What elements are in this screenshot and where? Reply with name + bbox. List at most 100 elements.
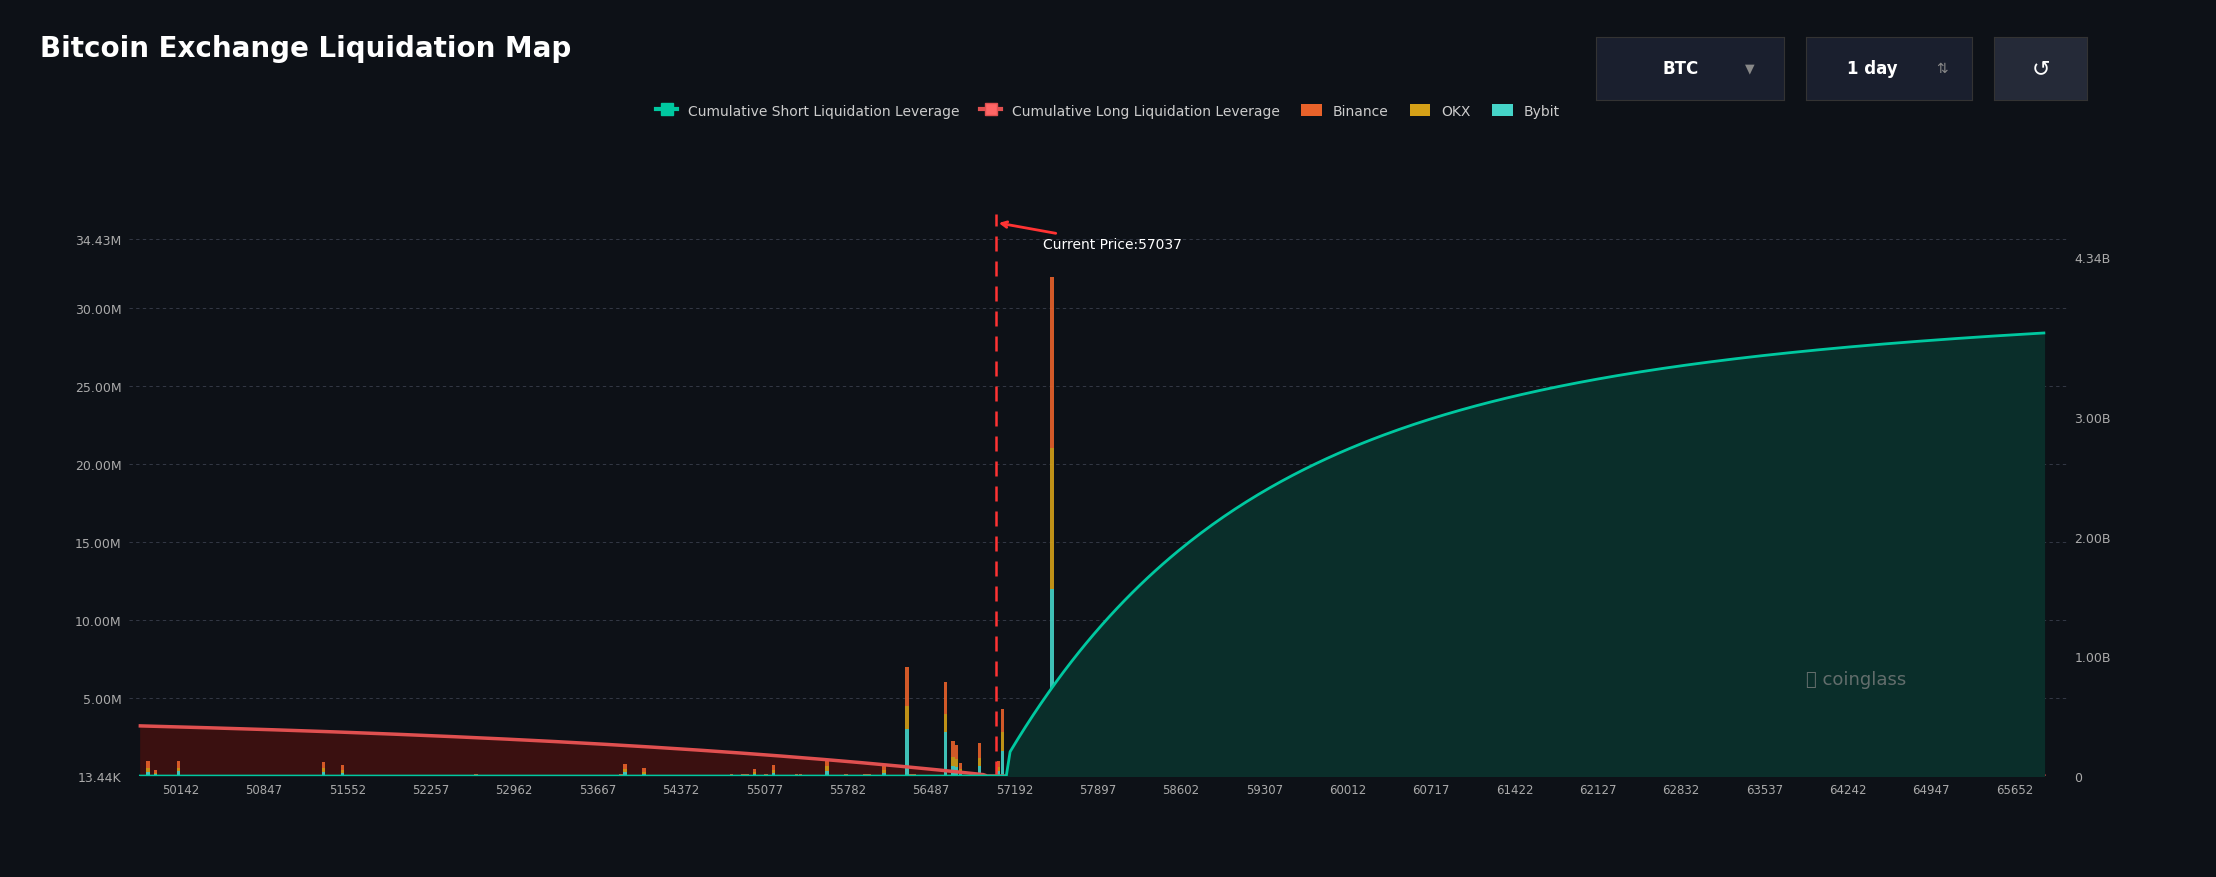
Bar	[1859, 773, 1861, 774]
Bar	[1104, 767, 1108, 771]
Bar	[2017, 769, 2019, 772]
Bar	[955, 745, 957, 759]
Legend: Cumulative Short Liquidation Leverage, Cumulative Long Liquidation Leverage, Bin: Cumulative Short Liquidation Leverage, C…	[652, 99, 1564, 125]
Bar	[1775, 772, 1779, 774]
Bar	[1252, 773, 1256, 774]
Bar	[1549, 753, 1553, 776]
Bar	[1802, 773, 1806, 774]
Bar	[1219, 772, 1221, 774]
Bar	[321, 772, 326, 776]
Bar	[1600, 775, 1602, 776]
Bar	[1755, 766, 1760, 769]
Bar	[1782, 774, 1786, 776]
Bar	[1844, 771, 1848, 774]
Bar	[1892, 772, 1897, 776]
Bar	[2019, 770, 2023, 776]
Bar	[1604, 772, 1607, 774]
Bar	[1881, 771, 1886, 774]
Bar	[1966, 768, 1970, 776]
Bar	[1208, 686, 1210, 717]
Bar	[1596, 714, 1600, 776]
Bar	[1237, 769, 1241, 772]
Bar	[643, 772, 645, 774]
Bar	[1646, 762, 1649, 766]
Bar	[1141, 760, 1146, 776]
Bar	[1367, 775, 1369, 776]
Bar	[1152, 773, 1157, 776]
Bar	[1030, 774, 1035, 776]
Bar	[1615, 754, 1618, 762]
Bar	[1330, 759, 1332, 766]
Bar	[1748, 773, 1753, 774]
Bar	[1966, 763, 1970, 768]
Bar	[1706, 775, 1711, 776]
Bar	[1839, 772, 1844, 774]
Bar	[1536, 769, 1538, 772]
Bar	[1389, 766, 1394, 769]
Bar	[1813, 759, 1817, 776]
Bar	[1316, 731, 1321, 776]
Bar	[1405, 740, 1409, 752]
Bar	[1855, 770, 1859, 773]
Bar	[1157, 772, 1161, 774]
Bar	[1768, 774, 1771, 776]
Bar	[1341, 767, 1343, 771]
Bar	[753, 769, 756, 773]
Bar	[1558, 773, 1560, 774]
Bar	[1356, 771, 1358, 774]
Bar	[1383, 762, 1385, 768]
Bar	[1345, 763, 1347, 767]
Bar	[1316, 698, 1321, 731]
Bar	[1700, 759, 1702, 766]
Bar	[1409, 768, 1412, 771]
Bar	[1115, 752, 1119, 760]
Bar	[1416, 774, 1420, 776]
Bar	[623, 769, 627, 773]
Bar	[1516, 738, 1520, 751]
Bar	[1330, 766, 1332, 770]
Bar	[1817, 754, 1822, 761]
Bar	[1768, 771, 1771, 773]
Bar	[1695, 721, 1697, 740]
Bar	[1256, 771, 1259, 774]
Bar	[1511, 667, 1516, 776]
Bar	[1092, 774, 1095, 776]
Bar	[1981, 774, 1986, 776]
Bar	[960, 769, 962, 773]
Bar	[1057, 772, 1061, 774]
Bar	[1321, 773, 1325, 776]
Bar	[1214, 773, 1219, 774]
Bar	[1135, 762, 1137, 768]
Bar	[153, 771, 157, 773]
Text: Bitcoin Exchange Liquidation Map: Bitcoin Exchange Liquidation Map	[40, 35, 572, 63]
Bar	[1436, 774, 1438, 776]
Bar	[1248, 732, 1252, 749]
Bar	[1077, 769, 1081, 776]
Bar	[1728, 765, 1733, 769]
Bar	[1768, 773, 1771, 774]
Bar	[1385, 773, 1389, 774]
Bar	[1046, 773, 1050, 774]
Bar	[1890, 692, 1892, 722]
Bar	[1786, 766, 1791, 770]
Bar	[1356, 768, 1358, 771]
Bar	[1908, 774, 1912, 775]
Bar	[1607, 769, 1611, 771]
Bar	[1157, 774, 1161, 776]
Bar	[1881, 774, 1886, 776]
Bar	[1463, 748, 1465, 758]
Bar	[1234, 685, 1237, 717]
Bar	[1108, 702, 1110, 726]
Bar	[1454, 771, 1458, 773]
Bar	[997, 766, 999, 771]
Bar	[1088, 768, 1092, 771]
Bar	[1208, 717, 1210, 743]
Bar	[1347, 735, 1352, 776]
Bar	[1580, 711, 1584, 733]
Bar	[1828, 772, 1833, 774]
Bar	[1372, 759, 1374, 776]
Bar	[1119, 769, 1124, 773]
Bar	[1467, 774, 1469, 776]
Bar	[1451, 765, 1454, 776]
Bar	[1775, 774, 1779, 776]
